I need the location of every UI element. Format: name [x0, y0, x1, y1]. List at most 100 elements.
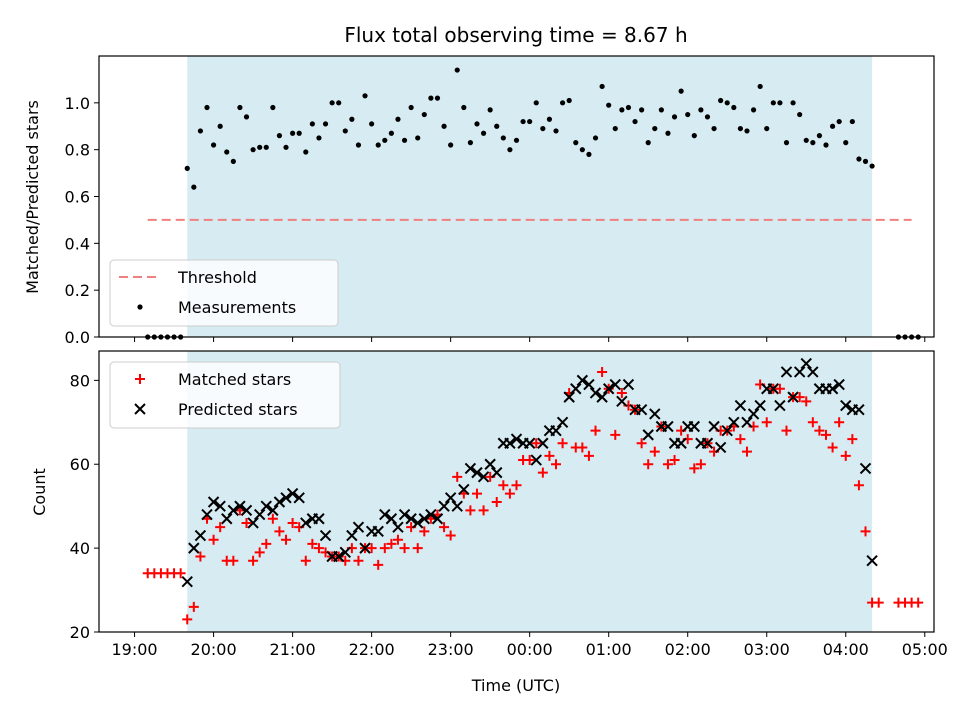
legend-label: Matched stars — [178, 370, 291, 389]
predicted-star-point — [405, 513, 417, 525]
matched-star-point — [353, 555, 364, 566]
matched-star-point — [662, 459, 673, 470]
predicted-star-point — [734, 399, 747, 412]
predicted-star-point — [662, 420, 674, 433]
plot-frame — [98, 350, 935, 633]
predicted-star-point — [741, 416, 753, 429]
predicted-star-point — [451, 500, 463, 512]
measurement-point — [243, 114, 250, 120]
predicted-star-point — [188, 542, 200, 554]
measurement-point — [507, 147, 513, 153]
measurement-point — [744, 128, 750, 134]
predicted-star-point — [444, 492, 457, 504]
predicted-star-point — [313, 513, 325, 525]
matched-star-point — [182, 614, 193, 625]
y-tick-label: 0.2 — [65, 281, 90, 300]
measurement-point — [500, 135, 506, 141]
predicted-star-point — [379, 508, 391, 521]
matched-star-point — [689, 463, 700, 474]
measurement-point — [803, 137, 809, 143]
matched-star-point — [669, 455, 680, 466]
predicted-star-point — [596, 391, 608, 403]
measurement-point — [612, 125, 618, 132]
measurement-point — [711, 125, 717, 132]
matched-star-point — [228, 555, 239, 566]
matched-star-point — [478, 505, 489, 516]
matched-star-point — [379, 543, 390, 554]
predicted-star-point — [352, 521, 365, 533]
matched-star-point — [439, 522, 450, 533]
matched-star-point — [465, 505, 476, 516]
matched-star-point — [583, 450, 594, 461]
matched-star-point — [807, 417, 818, 428]
measurement-point — [671, 114, 678, 120]
predicted-star-point — [859, 462, 872, 475]
predicted-star-point — [635, 404, 648, 416]
matched-star-point — [636, 438, 647, 449]
matched-star-point — [274, 526, 285, 537]
matched-star-point — [551, 459, 562, 470]
legend-matched-swatch — [135, 374, 145, 384]
measurement-point — [810, 140, 816, 146]
predicted-star-point — [800, 357, 812, 370]
measurement-point — [724, 100, 730, 106]
matched-star-point — [287, 517, 298, 528]
measurement-point — [632, 118, 638, 125]
predicted-star-point — [425, 508, 437, 521]
predicted-star-point — [576, 374, 589, 387]
predicted-star-point — [471, 466, 483, 479]
predicted-star-point — [253, 508, 266, 521]
matched-star-point — [577, 442, 588, 453]
measurement-point — [362, 93, 368, 99]
predicted-star-point — [194, 529, 207, 542]
measurement-point — [434, 95, 441, 101]
measurement-point — [441, 123, 447, 129]
matched-star-point — [504, 488, 515, 499]
measurement-point — [645, 140, 651, 146]
predicted-star-point — [787, 391, 799, 403]
y-tick-label: 0.8 — [65, 141, 90, 160]
measurement-point — [415, 135, 421, 141]
measurement-point — [553, 128, 559, 134]
matched-star-point — [386, 538, 397, 549]
predicted-star-point — [438, 500, 450, 512]
measurement-point — [329, 100, 335, 106]
measurement-point — [770, 100, 776, 106]
matched-star-point — [241, 517, 252, 528]
predicted-star-point — [853, 404, 865, 416]
measurement-point — [566, 97, 572, 104]
measurement-point — [467, 140, 474, 146]
matched-star-point — [531, 438, 542, 449]
matched-star-point — [794, 392, 805, 403]
matched-star-point — [307, 538, 318, 549]
matched-star-point — [254, 547, 265, 558]
matched-star-point — [774, 383, 785, 394]
measurement-point — [856, 156, 862, 162]
predicted-star-point — [708, 420, 720, 433]
measurement-point — [737, 125, 743, 132]
measurement-point — [349, 116, 355, 122]
x-tick-label: 22:00 — [349, 640, 395, 659]
measurement-point — [559, 100, 566, 106]
predicted-star-point — [221, 513, 233, 525]
matched-star-point — [248, 555, 259, 566]
matched-star-point — [445, 530, 456, 541]
measurement-point — [790, 100, 796, 106]
predicted-star-point — [477, 471, 490, 483]
y-tick-label: 80 — [70, 371, 90, 390]
matched-star-point — [781, 425, 792, 436]
predicted-star-point — [227, 504, 240, 517]
predicted-star-point — [537, 437, 549, 449]
measurement-point — [217, 123, 223, 129]
predicted-star-point — [385, 513, 398, 525]
matched-star-point — [801, 396, 812, 407]
predicted-star-point — [767, 383, 780, 395]
bottom-panel: 20 40 60 80 19:00 20:00 21:00 22:00 23:00 00:00 01… — [70, 350, 948, 659]
measurement-point — [408, 104, 414, 111]
predicted-star-point — [866, 554, 878, 567]
matched-star-point — [853, 480, 864, 491]
matched-star-point — [537, 467, 548, 478]
matched-star-point — [840, 450, 851, 461]
predicted-star-point — [583, 378, 595, 391]
